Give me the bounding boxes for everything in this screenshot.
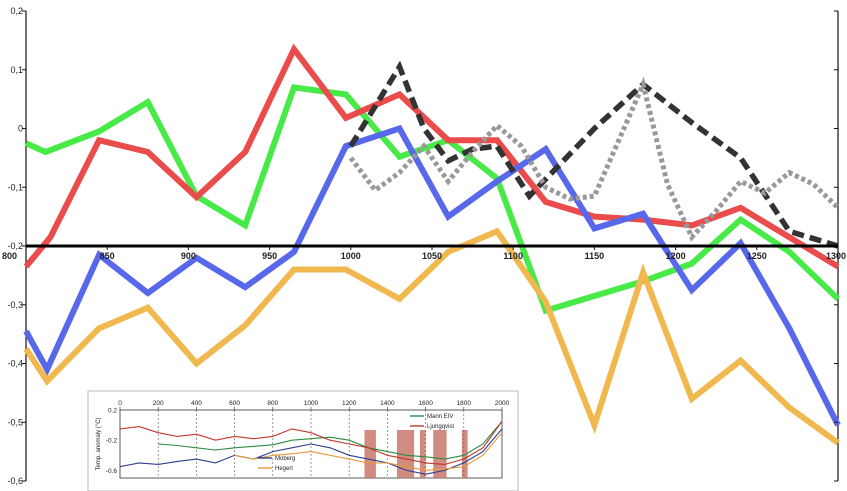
inset-series-line-0 [158, 420, 503, 460]
series-line-2 [23, 124, 841, 427]
y-tick-label: 0,1 [10, 65, 23, 75]
inset-series-line-1 [119, 420, 503, 465]
inset-y-tick-label: 0.2 [108, 408, 117, 415]
inset-legend-label: Hegerl [275, 466, 293, 472]
inset-x-tick-label: 400 [191, 400, 202, 407]
x-tick-label: 1000 [341, 251, 361, 261]
inset-x-tick-label: 0 [118, 400, 122, 407]
inset-x-tick-label: 200 [153, 400, 164, 407]
series-line-5 [348, 76, 840, 242]
y-tick-label: -0,2 [7, 241, 23, 251]
inset-x-tick-label: 1600 [418, 400, 433, 407]
x-tick-label: 800 [2, 251, 17, 261]
x-tick-label: 1100 [503, 251, 523, 261]
inset-y-axis-label: Temp. anomaly (°C) [96, 417, 102, 470]
x-tick-label: 1200 [666, 251, 686, 261]
series-line-4 [348, 60, 839, 249]
inset-y-tick-label: -0.2 [106, 438, 118, 445]
x-tick-label: 950 [262, 251, 277, 261]
inset-shaded-period [364, 430, 376, 478]
y-tick-label: -0,6 [7, 476, 23, 486]
series-line-3 [23, 227, 840, 446]
y-tick-label: -0,4 [7, 359, 23, 369]
inset-x-tick-label: 600 [229, 400, 240, 407]
x-tick-label: 1050 [422, 251, 442, 261]
x-tick-label: 1150 [585, 251, 605, 261]
y-tick-label: -0,5 [7, 417, 23, 427]
inset-legend-label: Mann EIV [427, 414, 453, 420]
inset-legend-label: Ljungqvist [427, 424, 454, 430]
x-tick-label: 850 [100, 251, 115, 261]
y-tick-label: 0,2 [10, 6, 23, 16]
inset-series-line-2 [119, 428, 503, 475]
inset-legend-label: Moberg [275, 456, 295, 462]
inset-x-tick-label: 1800 [457, 400, 472, 407]
inset-x-tick-label: 2000 [495, 400, 510, 407]
y-tick-label: 0 [18, 124, 23, 134]
inset-shaded-period [433, 430, 447, 478]
inset-x-tick-label: 1200 [342, 400, 357, 407]
y-tick-label: -0,1 [7, 182, 23, 192]
inset-series-line-3 [234, 432, 503, 471]
series-line-0 [24, 84, 841, 315]
series-line-1 [23, 43, 840, 270]
inset-y-tick-label: -0.6 [106, 468, 118, 475]
x-tick-label: 900 [181, 251, 196, 261]
inset-x-tick-label: 800 [267, 400, 278, 407]
inset-shaded-period [419, 430, 426, 478]
x-tick-label: 1300 [826, 251, 846, 261]
inset-shaded-period [461, 430, 468, 478]
inset-x-tick-label: 1400 [380, 400, 395, 407]
x-tick-label: 1250 [747, 251, 767, 261]
inset-x-tick-label: 1000 [304, 400, 319, 407]
y-tick-label: -0,3 [7, 300, 23, 310]
